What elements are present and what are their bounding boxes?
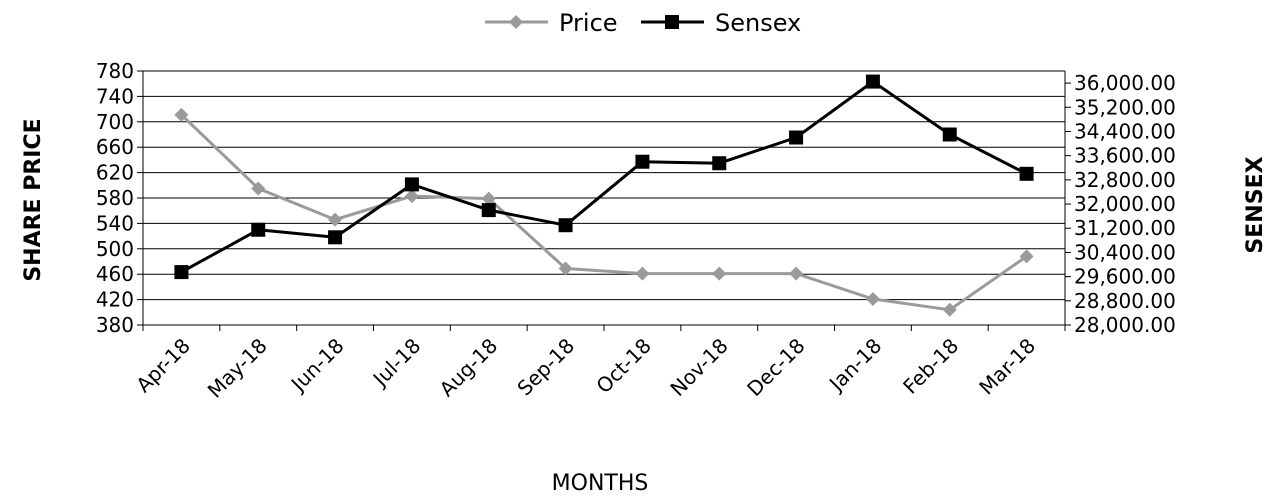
right-y-tick-label: 29,600.00 — [1074, 265, 1176, 289]
right-y-tick-labels: 28,000.0028,800.0029,600.0030,400.0031,2… — [1074, 71, 1176, 337]
sensex-data-point — [789, 130, 804, 145]
sensex-data-point — [251, 222, 266, 237]
price-data-point — [558, 261, 573, 276]
sensex-data-point — [481, 203, 496, 218]
left-y-tick-label: 460 — [96, 262, 134, 286]
right-y-tick-label: 28,000.00 — [1074, 313, 1176, 337]
right-y-tick-label: 32,000.00 — [1074, 192, 1176, 216]
left-y-tick-label: 740 — [96, 84, 134, 108]
x-tick-label: Dec-18 — [742, 334, 809, 401]
price-data-point — [481, 191, 496, 206]
left-y-tick-label: 380 — [96, 313, 134, 337]
right-y-tick-label: 36,000.00 — [1074, 71, 1176, 95]
y-axis-title-right: SENSEX — [1243, 156, 1268, 253]
x-tick-label: Feb-18 — [898, 334, 963, 399]
x-tick-label: Jul-18 — [367, 334, 426, 393]
x-tick-label: Jun-18 — [285, 334, 349, 398]
right-y-tick-label: 31,200.00 — [1074, 216, 1176, 240]
price-data-point — [635, 266, 650, 281]
left-y-tick-label: 660 — [96, 135, 134, 159]
sensex-data-point — [558, 218, 573, 233]
price-data-point — [712, 266, 727, 281]
legend-sensex-marker — [665, 15, 679, 29]
x-tick-label: Jan-18 — [823, 334, 886, 397]
left-y-tick-label: 620 — [96, 161, 134, 185]
sensex-data-point — [712, 156, 727, 171]
sensex-data-point — [174, 265, 189, 280]
price-data-point — [328, 212, 343, 227]
x-tick-label: Nov-18 — [665, 334, 732, 401]
legend-price-label: Price — [559, 9, 618, 37]
right-y-tick-label: 33,600.00 — [1074, 144, 1176, 168]
left-y-tick-label: 780 — [96, 59, 134, 83]
gridlines — [143, 70, 1065, 326]
x-tick-label: Apr-18 — [131, 334, 195, 398]
legend: Price Sensex — [485, 9, 801, 37]
price-data-point — [1019, 249, 1034, 264]
left-y-tick-label: 700 — [96, 110, 134, 134]
x-tick-label: May-18 — [203, 334, 272, 403]
sensex-data-point — [1019, 166, 1034, 181]
left-y-tick-label: 580 — [96, 186, 134, 210]
x-tick-label: Aug-18 — [435, 334, 503, 402]
sensex-data-point — [328, 230, 343, 245]
price-series-line — [180, 113, 1028, 312]
price-data-point — [404, 189, 419, 204]
left-y-tick-label: 420 — [96, 288, 134, 312]
left-y-tick-label: 500 — [96, 237, 134, 261]
x-tick-label: Mar-18 — [974, 334, 1040, 400]
series — [174, 74, 1034, 317]
right-y-tick-label: 28,800.00 — [1074, 289, 1176, 313]
right-y-tick-label: 34,400.00 — [1074, 119, 1176, 143]
sensex-data-point — [635, 154, 650, 169]
sensex-series-line — [180, 80, 1028, 274]
sensex-data-point — [942, 127, 957, 142]
right-y-tick-label: 32,800.00 — [1074, 168, 1176, 192]
legend-price-marker — [509, 15, 523, 29]
right-y-tick-label: 30,400.00 — [1074, 240, 1176, 264]
price-data-point — [942, 302, 957, 317]
x-tick-label: Oct-18 — [591, 334, 656, 399]
price-data-point — [174, 107, 189, 122]
sensex-data-point — [404, 177, 419, 192]
y-axis-title-left: SHARE PRICE — [21, 118, 46, 281]
right-y-tick-label: 35,200.00 — [1074, 95, 1176, 119]
left-y-tick-label: 540 — [96, 211, 134, 235]
x-tick-labels: Apr-18 May-18 Jun-18 Jul-18 Aug-18 Sep-18 Oct-… — [131, 334, 1040, 403]
legend-sensex-label: Sensex — [715, 9, 801, 37]
x-tick-label: Sep-18 — [512, 334, 579, 401]
price-data-point — [865, 291, 880, 306]
price-data-point — [789, 266, 804, 281]
axes — [137, 70, 1071, 331]
x-axis-title: MONTHS — [552, 471, 649, 496]
sensex-data-point — [865, 74, 880, 89]
price-data-point — [251, 181, 266, 196]
